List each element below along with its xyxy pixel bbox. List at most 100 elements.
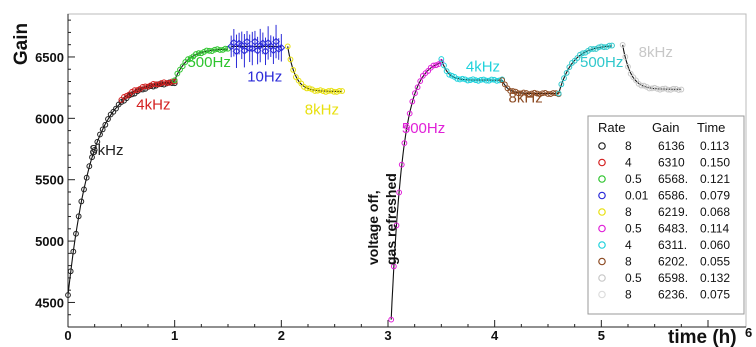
data-point	[314, 87, 321, 94]
data-point	[563, 70, 570, 76]
data-point	[547, 91, 554, 97]
data-point	[206, 47, 213, 54]
data-point	[292, 74, 299, 80]
fit-curve-0	[67, 82, 175, 296]
data-point	[406, 110, 413, 117]
data-point	[625, 63, 631, 70]
legend-marker	[598, 142, 606, 150]
legend-marker	[598, 290, 606, 299]
data-point	[678, 86, 685, 93]
legend-box	[587, 115, 745, 315]
data-point	[81, 186, 87, 193]
data-point	[163, 80, 170, 86]
legend-gain: 6483.	[658, 222, 688, 236]
data-point	[99, 126, 106, 133]
data-point	[75, 213, 82, 220]
x-tick-label: 0	[64, 328, 71, 343]
data-point	[449, 72, 455, 79]
legend-marker	[598, 191, 606, 200]
data-point	[657, 86, 663, 93]
data-point	[561, 75, 567, 82]
data-point	[401, 140, 408, 147]
data-point	[472, 77, 479, 84]
legend-marker	[598, 158, 606, 167]
y-tick-label: 5000	[35, 234, 64, 249]
data-point	[169, 78, 175, 85]
data-point	[412, 90, 418, 97]
data-point	[491, 76, 498, 83]
data-point	[523, 90, 530, 96]
data-point-diamond	[237, 41, 246, 50]
legend-rate: 8	[625, 288, 632, 302]
data-point	[388, 316, 395, 323]
fit-curve-7	[501, 79, 559, 95]
data-point	[667, 86, 674, 93]
data-point	[179, 63, 186, 70]
data-point	[409, 98, 416, 105]
data-point	[673, 86, 679, 92]
data-points	[65, 24, 685, 323]
data-point	[91, 147, 98, 153]
data-point	[211, 46, 218, 53]
data-point	[536, 91, 543, 98]
data-point	[145, 83, 151, 90]
data-point	[488, 76, 495, 83]
data-point-diamond	[256, 41, 265, 50]
data-point	[641, 82, 647, 89]
data-point	[129, 91, 135, 98]
data-point	[496, 77, 503, 84]
data-point	[393, 222, 400, 229]
data-point	[619, 42, 626, 48]
data-point-diamond	[245, 44, 254, 53]
data-point	[587, 46, 594, 52]
legend-rate: 0.5	[625, 271, 642, 285]
axis-ticks: 4500 5000 5500 6000 6500 0 1 2 3 4 5 6	[35, 19, 752, 343]
data-point	[579, 50, 586, 57]
data-point	[441, 62, 447, 69]
data-point	[139, 83, 146, 90]
x-tick-label: 2	[278, 328, 285, 343]
legend-time: 0.114	[700, 222, 729, 236]
data-point	[306, 85, 313, 92]
data-point	[312, 88, 318, 94]
data-point	[396, 189, 403, 196]
data-point	[464, 77, 471, 84]
legend-gain: 6586.	[658, 189, 688, 203]
data-point	[443, 68, 450, 75]
data-point	[102, 121, 109, 128]
segment-label: 8kHz	[639, 44, 673, 61]
y-tick-label: 6000	[35, 111, 64, 126]
data-point	[649, 85, 655, 92]
legend-rate: 8	[625, 205, 632, 219]
legend-rate: 0.5	[625, 222, 642, 236]
data-point	[333, 89, 340, 95]
data-point	[609, 42, 615, 49]
y-tick-label: 5500	[35, 173, 64, 188]
data-point-diamond	[229, 38, 238, 47]
data-point	[322, 88, 329, 95]
data-point	[113, 105, 119, 112]
data-point	[131, 87, 138, 94]
data-point	[290, 67, 297, 73]
data-point-diamond	[248, 44, 257, 53]
legend-rate: 8	[625, 139, 632, 153]
data-point	[662, 85, 669, 92]
data-point	[121, 93, 127, 100]
data-point	[534, 90, 541, 97]
data-point	[303, 85, 310, 92]
data-point	[555, 90, 562, 97]
data-point	[627, 70, 634, 77]
legend-time: 0.132	[700, 271, 730, 285]
legend: Rate Gain Time 8 6136 0.113 4 6310 0.150 0.5 65…	[587, 115, 745, 315]
data-point-diamond	[243, 37, 251, 46]
data-point	[675, 87, 682, 93]
legend-time: 0.075	[700, 288, 730, 302]
data-point	[550, 90, 557, 96]
data-point-diamond	[261, 47, 270, 56]
data-point	[214, 46, 221, 52]
x-axis-title: time (h)	[668, 327, 737, 347]
data-point	[665, 86, 671, 93]
segment-label: 4kHz	[466, 59, 500, 76]
data-point-diamond	[272, 37, 280, 46]
legend-rate: 4	[625, 156, 632, 170]
